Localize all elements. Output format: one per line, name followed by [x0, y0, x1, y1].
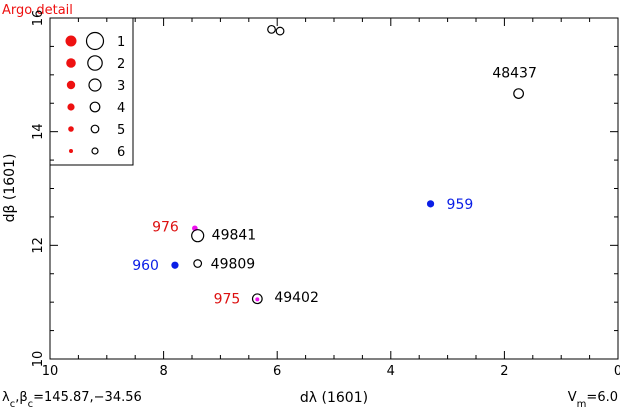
data-point-open	[251, 293, 263, 305]
data-point-label: 976	[152, 219, 179, 235]
data-point-open	[513, 88, 524, 99]
chart-title: Argo detail	[2, 3, 73, 18]
data-point-open	[275, 26, 285, 36]
x-axis-label: dλ (1601)	[300, 390, 368, 406]
legend-open-marker	[88, 78, 102, 92]
legend-filled-marker	[68, 126, 74, 132]
y-tick-label: 12	[31, 237, 46, 254]
legend-open-marker	[89, 101, 101, 113]
data-points: 48437 959 976 49841 960 49809 49402 975	[132, 24, 537, 307]
legend-label: 3	[117, 79, 125, 94]
x-tick-label: 4	[387, 364, 395, 379]
legend: 1 2 3 4 5 6	[49, 17, 134, 166]
legend-label: 6	[117, 145, 125, 160]
legend-filled-marker	[67, 103, 75, 111]
data-point-filled	[171, 261, 179, 269]
x-tick-label: 2	[500, 364, 508, 379]
legend-label: 1	[117, 35, 125, 50]
x-tick-label: 6	[273, 364, 281, 379]
data-point-label: 49402	[274, 290, 319, 306]
data-point-label: 959	[447, 197, 474, 213]
data-point-label: 975	[214, 291, 241, 307]
y-tick-label: 14	[31, 123, 46, 140]
legend-open-marker	[85, 31, 105, 51]
data-point-label: 960	[132, 258, 159, 274]
legend-box	[49, 17, 134, 166]
data-point-filled	[255, 297, 260, 302]
y-tick-label: 10	[31, 351, 46, 368]
legend-filled-marker	[65, 35, 77, 47]
x-tick-label: 0	[614, 364, 620, 379]
legend-open-marker	[87, 55, 103, 71]
legend-open-marker	[91, 147, 99, 155]
legend-label: 5	[117, 123, 125, 138]
data-point-label: 49841	[212, 228, 257, 244]
legend-label: 2	[117, 57, 125, 72]
legend-open-marker	[90, 124, 100, 134]
data-point-filled	[426, 200, 435, 208]
legend-filled-marker	[66, 58, 76, 68]
legend-filled-marker	[66, 80, 76, 90]
footer-center-coords: λc,βc=145.87,−34.56	[2, 390, 142, 408]
legend-label: 4	[117, 101, 125, 116]
data-point-label: 49809	[211, 257, 256, 273]
data-point-label: 48437	[492, 66, 537, 82]
footer-magnitude: Vm=6.0	[568, 390, 618, 408]
x-tick-label: 8	[159, 364, 167, 379]
x-tick-label: 10	[42, 364, 59, 379]
data-point-open	[267, 24, 276, 34]
y-axis-label: dβ (1601)	[2, 154, 18, 223]
data-point-open	[193, 259, 203, 268]
data-point-open	[191, 229, 205, 243]
y-tick-label: 16	[31, 10, 46, 27]
legend-filled-marker	[69, 149, 73, 153]
